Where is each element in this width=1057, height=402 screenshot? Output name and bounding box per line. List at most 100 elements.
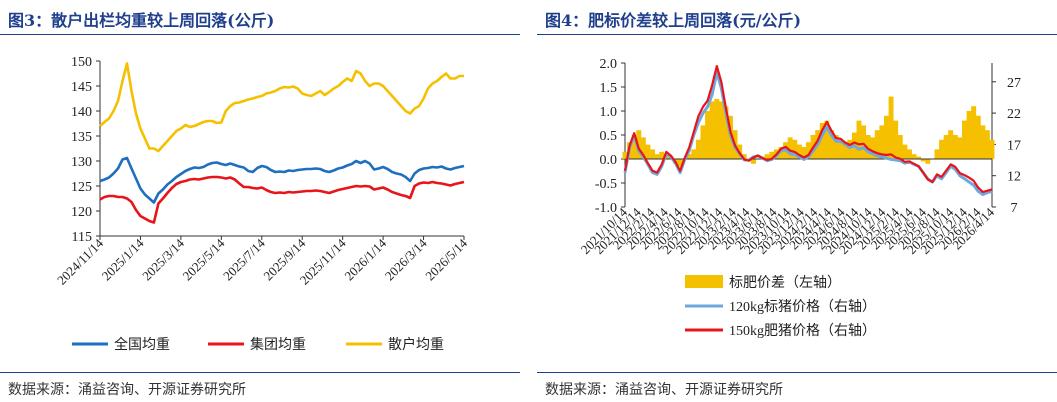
spread-bar [700, 125, 706, 159]
spread-bar [980, 125, 986, 159]
spread-bar [897, 135, 903, 159]
right-tick-label: 27 [1007, 76, 1021, 91]
left-tick-label: 1.0 [600, 105, 618, 120]
spread-bar [934, 149, 940, 159]
right-tick-label: 22 [1007, 107, 1021, 122]
spread-bar [650, 149, 656, 159]
spread-bar [829, 130, 834, 159]
y-tick-label: 115 [72, 230, 92, 245]
x-tick-label: 2026/3/14 [382, 235, 430, 283]
right-tick-label: 7 [1011, 201, 1018, 216]
spread-bar [865, 135, 871, 159]
spread-bar [764, 154, 770, 159]
right-tick-label: 12 [1007, 170, 1021, 185]
right-tick-label: 17 [1007, 138, 1021, 153]
spread-bar [907, 149, 912, 159]
spread-bar [645, 144, 651, 159]
spread-bar [957, 137, 963, 159]
spread-bar [911, 154, 917, 159]
title-divider [537, 34, 1057, 35]
spread-bar [833, 135, 839, 159]
series-line [623, 65, 993, 194]
spread-bar [943, 135, 949, 159]
source-note: 数据来源：涌益咨询、开源证券研究所 [8, 382, 246, 398]
spread-bar [636, 130, 642, 159]
legend-label: 全国均重 [114, 336, 170, 353]
left-tick-label: -1.0 [595, 201, 617, 216]
spread-bar [686, 154, 692, 159]
y-tick-label: 140 [71, 105, 92, 120]
y-tick-label: 145 [71, 80, 92, 95]
x-tick-label: 2025/5/14 [180, 235, 228, 283]
spread-bar [792, 139, 798, 159]
spread-bar [622, 151, 628, 159]
spread-bar [984, 130, 990, 159]
spread-bar [920, 159, 926, 162]
spread-bar [888, 96, 894, 159]
spread-bar [870, 137, 876, 159]
spread-bar [893, 120, 899, 159]
legend-label: 散户均重 [388, 336, 444, 353]
legend-label: 标肥价差（左轴） [729, 275, 841, 291]
y-tick-label: 150 [71, 55, 92, 70]
left-tick-label: 0.5 [600, 129, 618, 144]
spread-bar [695, 139, 701, 159]
source-note: 数据来源：涌益咨询、开源证券研究所 [545, 382, 783, 398]
spread-bar [838, 139, 844, 159]
spread-bar [925, 159, 931, 164]
series-line [99, 175, 465, 224]
price-spread-chart: -1.0-0.50.00.51.01.52.07121722272021/10/… [578, 57, 1021, 339]
spread-bar [751, 159, 756, 164]
spread-bar [952, 135, 958, 159]
spread-bar [806, 142, 811, 159]
left-tick-label: 1.5 [600, 81, 618, 96]
spread-bar [787, 137, 793, 159]
spread-bar [989, 139, 995, 159]
y-tick-label: 130 [71, 155, 92, 170]
x-tick-label: 2026/5/14 [422, 235, 470, 283]
x-tick-label: 2025/3/14 [139, 235, 187, 283]
spread-bar [769, 151, 775, 159]
spread-bar [879, 125, 885, 159]
series-line [99, 156, 465, 204]
spread-bar [966, 111, 972, 159]
left-tick-label: -0.5 [595, 177, 617, 192]
legend-label: 120kg标猪价格（右轴） [729, 299, 876, 315]
y-tick-label: 135 [71, 130, 92, 145]
spread-bar [916, 156, 922, 159]
spread-bar [948, 130, 954, 159]
spread-bar [962, 120, 967, 159]
source-divider [537, 372, 1057, 373]
spread-bar [939, 139, 945, 159]
spread-bar [714, 99, 720, 159]
source-divider [0, 372, 520, 373]
left-tick-label: 0.0 [600, 153, 618, 168]
spread-bar [861, 125, 867, 159]
spread-bar [631, 135, 637, 159]
spread-bar [975, 115, 981, 159]
spread-bar [847, 139, 853, 159]
spread-bar [902, 144, 908, 159]
spread-bar [718, 101, 724, 159]
x-tick-label: 2026/1/14 [341, 235, 389, 283]
legend-label: 集团均重 [250, 336, 306, 353]
spread-bar [659, 151, 665, 159]
spread-bar [842, 144, 848, 159]
series-line [99, 62, 464, 153]
spread-bar [874, 130, 880, 159]
spread-bar [654, 154, 660, 159]
spread-bar [723, 106, 729, 159]
legend-label: 150kg肥猪价格（右轴） [729, 323, 876, 339]
spread-bar [778, 147, 784, 159]
spread-bar [709, 101, 715, 159]
spread-bar [640, 137, 646, 159]
chart-panel-avg-weight: 图3：散户出栏均重较上周回落(公斤) 115 120 125 130 135 140 145… [0, 0, 520, 402]
spread-bar [856, 120, 862, 159]
spread-bar [884, 115, 889, 159]
spread-bar [819, 123, 825, 159]
spread-bar [677, 159, 683, 167]
chart-title: 图3：散户出栏均重较上周回落(公斤) [8, 11, 275, 30]
spread-bar [971, 106, 977, 159]
spread-bar [691, 149, 697, 159]
spread-bar [796, 144, 802, 159]
